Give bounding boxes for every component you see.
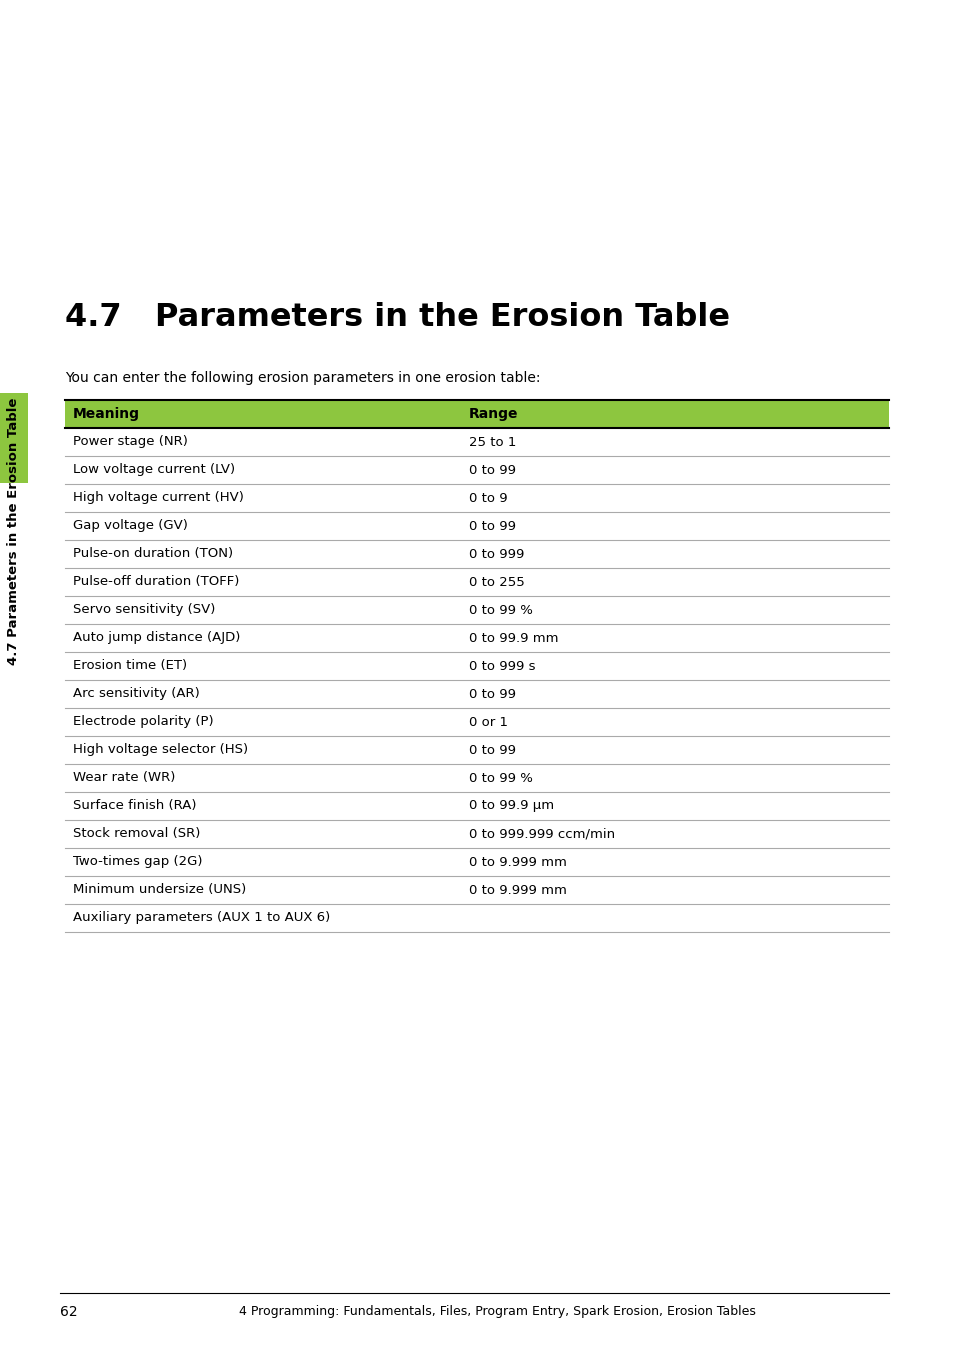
Text: 0 to 9.999 mm: 0 to 9.999 mm: [468, 856, 566, 868]
Text: 0 to 999 s: 0 to 999 s: [468, 659, 535, 673]
Text: Minimum undersize (UNS): Minimum undersize (UNS): [73, 883, 246, 896]
Text: Servo sensitivity (SV): Servo sensitivity (SV): [73, 604, 215, 616]
Text: You can enter the following erosion parameters in one erosion table:: You can enter the following erosion para…: [65, 371, 540, 386]
Text: Stock removal (SR): Stock removal (SR): [73, 828, 200, 841]
Text: 0 to 999.999 ccm/min: 0 to 999.999 ccm/min: [468, 828, 614, 841]
Text: 0 to 9: 0 to 9: [468, 492, 507, 504]
Text: 0 to 99 %: 0 to 99 %: [468, 604, 532, 616]
Text: Auxiliary parameters (AUX 1 to AUX 6): Auxiliary parameters (AUX 1 to AUX 6): [73, 911, 330, 925]
Text: Power stage (NR): Power stage (NR): [73, 435, 188, 449]
Text: High voltage selector (HS): High voltage selector (HS): [73, 744, 248, 756]
Text: Electrode polarity (P): Electrode polarity (P): [73, 716, 213, 728]
Text: Arc sensitivity (AR): Arc sensitivity (AR): [73, 687, 199, 701]
Text: Pulse-on duration (TON): Pulse-on duration (TON): [73, 547, 233, 561]
Text: 0 to 99: 0 to 99: [468, 687, 515, 701]
Text: Auto jump distance (AJD): Auto jump distance (AJD): [73, 631, 240, 644]
Text: 0 to 99: 0 to 99: [468, 744, 515, 756]
Text: 62: 62: [60, 1305, 77, 1318]
Text: 0 to 99.9 μm: 0 to 99.9 μm: [468, 799, 553, 813]
Text: 0 to 99: 0 to 99: [468, 464, 515, 476]
Text: 0 or 1: 0 or 1: [468, 716, 507, 728]
Text: Surface finish (RA): Surface finish (RA): [73, 799, 196, 813]
Text: High voltage current (HV): High voltage current (HV): [73, 492, 244, 504]
Text: Low voltage current (LV): Low voltage current (LV): [73, 464, 234, 476]
Text: 0 to 9.999 mm: 0 to 9.999 mm: [468, 883, 566, 896]
Text: Two-times gap (2G): Two-times gap (2G): [73, 856, 202, 868]
Text: 4.7 Parameters in the Erosion Table: 4.7 Parameters in the Erosion Table: [8, 398, 20, 665]
Text: 4 Programming: Fundamentals, Files, Program Entry, Spark Erosion, Erosion Tables: 4 Programming: Fundamentals, Files, Prog…: [238, 1305, 755, 1318]
Bar: [0, 394, 28, 483]
Text: Pulse-off duration (TOFF): Pulse-off duration (TOFF): [73, 576, 239, 589]
Text: 0 to 99.9 mm: 0 to 99.9 mm: [468, 631, 558, 644]
Bar: [65, 400, 888, 429]
Text: Wear rate (WR): Wear rate (WR): [73, 771, 175, 785]
Text: Meaning: Meaning: [73, 407, 140, 421]
Text: Range: Range: [468, 407, 517, 421]
Text: 25 to 1: 25 to 1: [468, 435, 516, 449]
Text: Erosion time (ET): Erosion time (ET): [73, 659, 187, 673]
Text: Gap voltage (GV): Gap voltage (GV): [73, 519, 188, 532]
Text: 0 to 99 %: 0 to 99 %: [468, 771, 532, 785]
Text: 0 to 999: 0 to 999: [468, 547, 523, 561]
Text: 0 to 99: 0 to 99: [468, 519, 515, 532]
Text: 0 to 255: 0 to 255: [468, 576, 524, 589]
Text: 4.7   Parameters in the Erosion Table: 4.7 Parameters in the Erosion Table: [65, 302, 729, 333]
